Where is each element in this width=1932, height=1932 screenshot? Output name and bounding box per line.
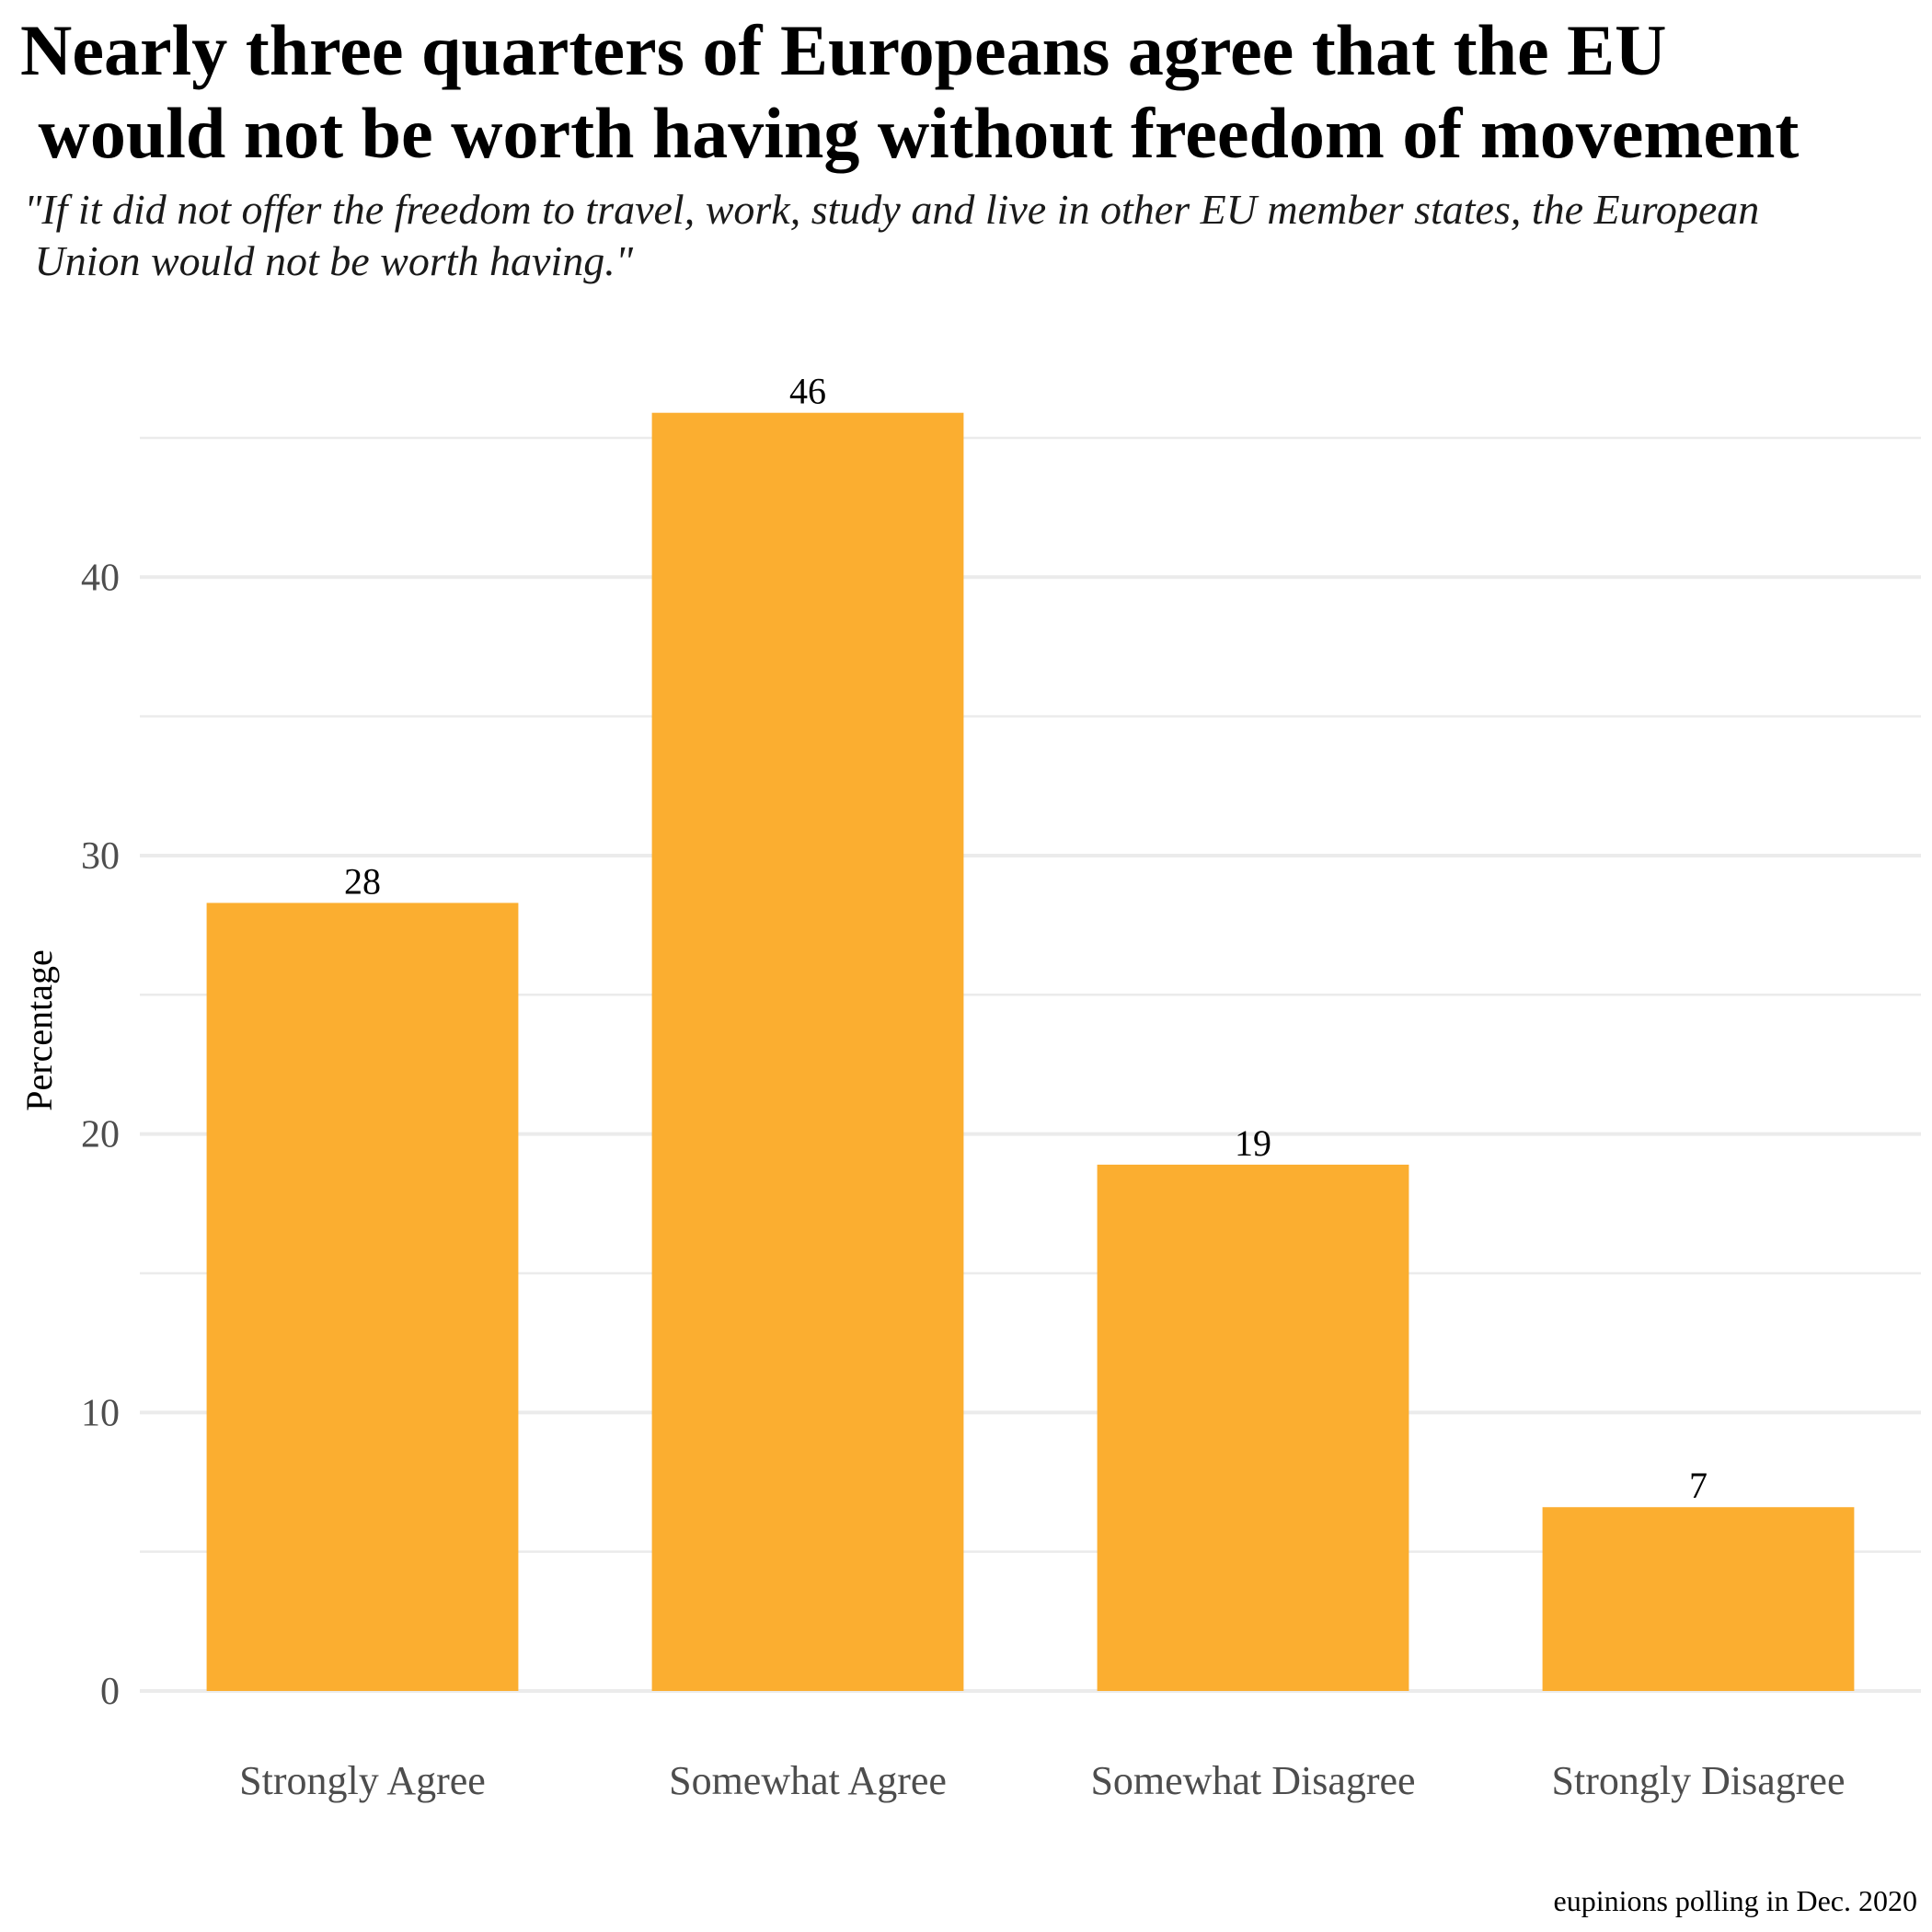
y-tick-label: 10 bbox=[81, 1392, 120, 1434]
chart-caption: eupinions polling in Dec. 2020 bbox=[1553, 1884, 1917, 1917]
x-tick-label: Strongly Agree bbox=[239, 1758, 486, 1803]
chart-subtitle-line-2: Union would not be worth having." bbox=[24, 237, 634, 284]
data-label-layer: 28 46 19 7 bbox=[344, 371, 1708, 1507]
data-label: 19 bbox=[1235, 1122, 1271, 1164]
y-tick-label: 0 bbox=[100, 1671, 120, 1713]
data-label: 46 bbox=[789, 371, 826, 412]
chart-subtitle-line-1: "If it did not offer the freedom to trav… bbox=[24, 186, 1760, 233]
bar-layer bbox=[206, 412, 1855, 1691]
chart-subtitle: "If it did not offer the freedom to trav… bbox=[24, 184, 1919, 287]
y-tick-label: 30 bbox=[81, 835, 120, 878]
bar-strongly-agree bbox=[206, 903, 519, 1691]
bar-strongly-disagree bbox=[1542, 1507, 1855, 1691]
x-tick-label: Somewhat Agree bbox=[669, 1758, 947, 1803]
axis-layer: 0 10 20 30 40 Strongly Agree Somewhat Agree Som… bbox=[81, 557, 1845, 1803]
bar-somewhat-disagree bbox=[1097, 1164, 1409, 1691]
chart-title: Nearly three quarters of Europeans agree… bbox=[20, 9, 1915, 175]
y-tick-label: 20 bbox=[81, 1114, 120, 1156]
chart-title-line-1: Nearly three quarters of Europeans agree… bbox=[20, 10, 1667, 90]
data-label: 28 bbox=[344, 860, 381, 902]
chart-title-line-2: would not be worth having without freedo… bbox=[20, 93, 1800, 173]
y-tick-label: 40 bbox=[81, 557, 120, 599]
x-tick-label: Somewhat Disagree bbox=[1090, 1758, 1415, 1803]
y-axis-title: Percentage bbox=[18, 949, 60, 1110]
bar-somewhat-agree bbox=[651, 412, 964, 1691]
x-tick-label: Strongly Disagree bbox=[1552, 1758, 1846, 1803]
data-label: 7 bbox=[1689, 1465, 1708, 1506]
